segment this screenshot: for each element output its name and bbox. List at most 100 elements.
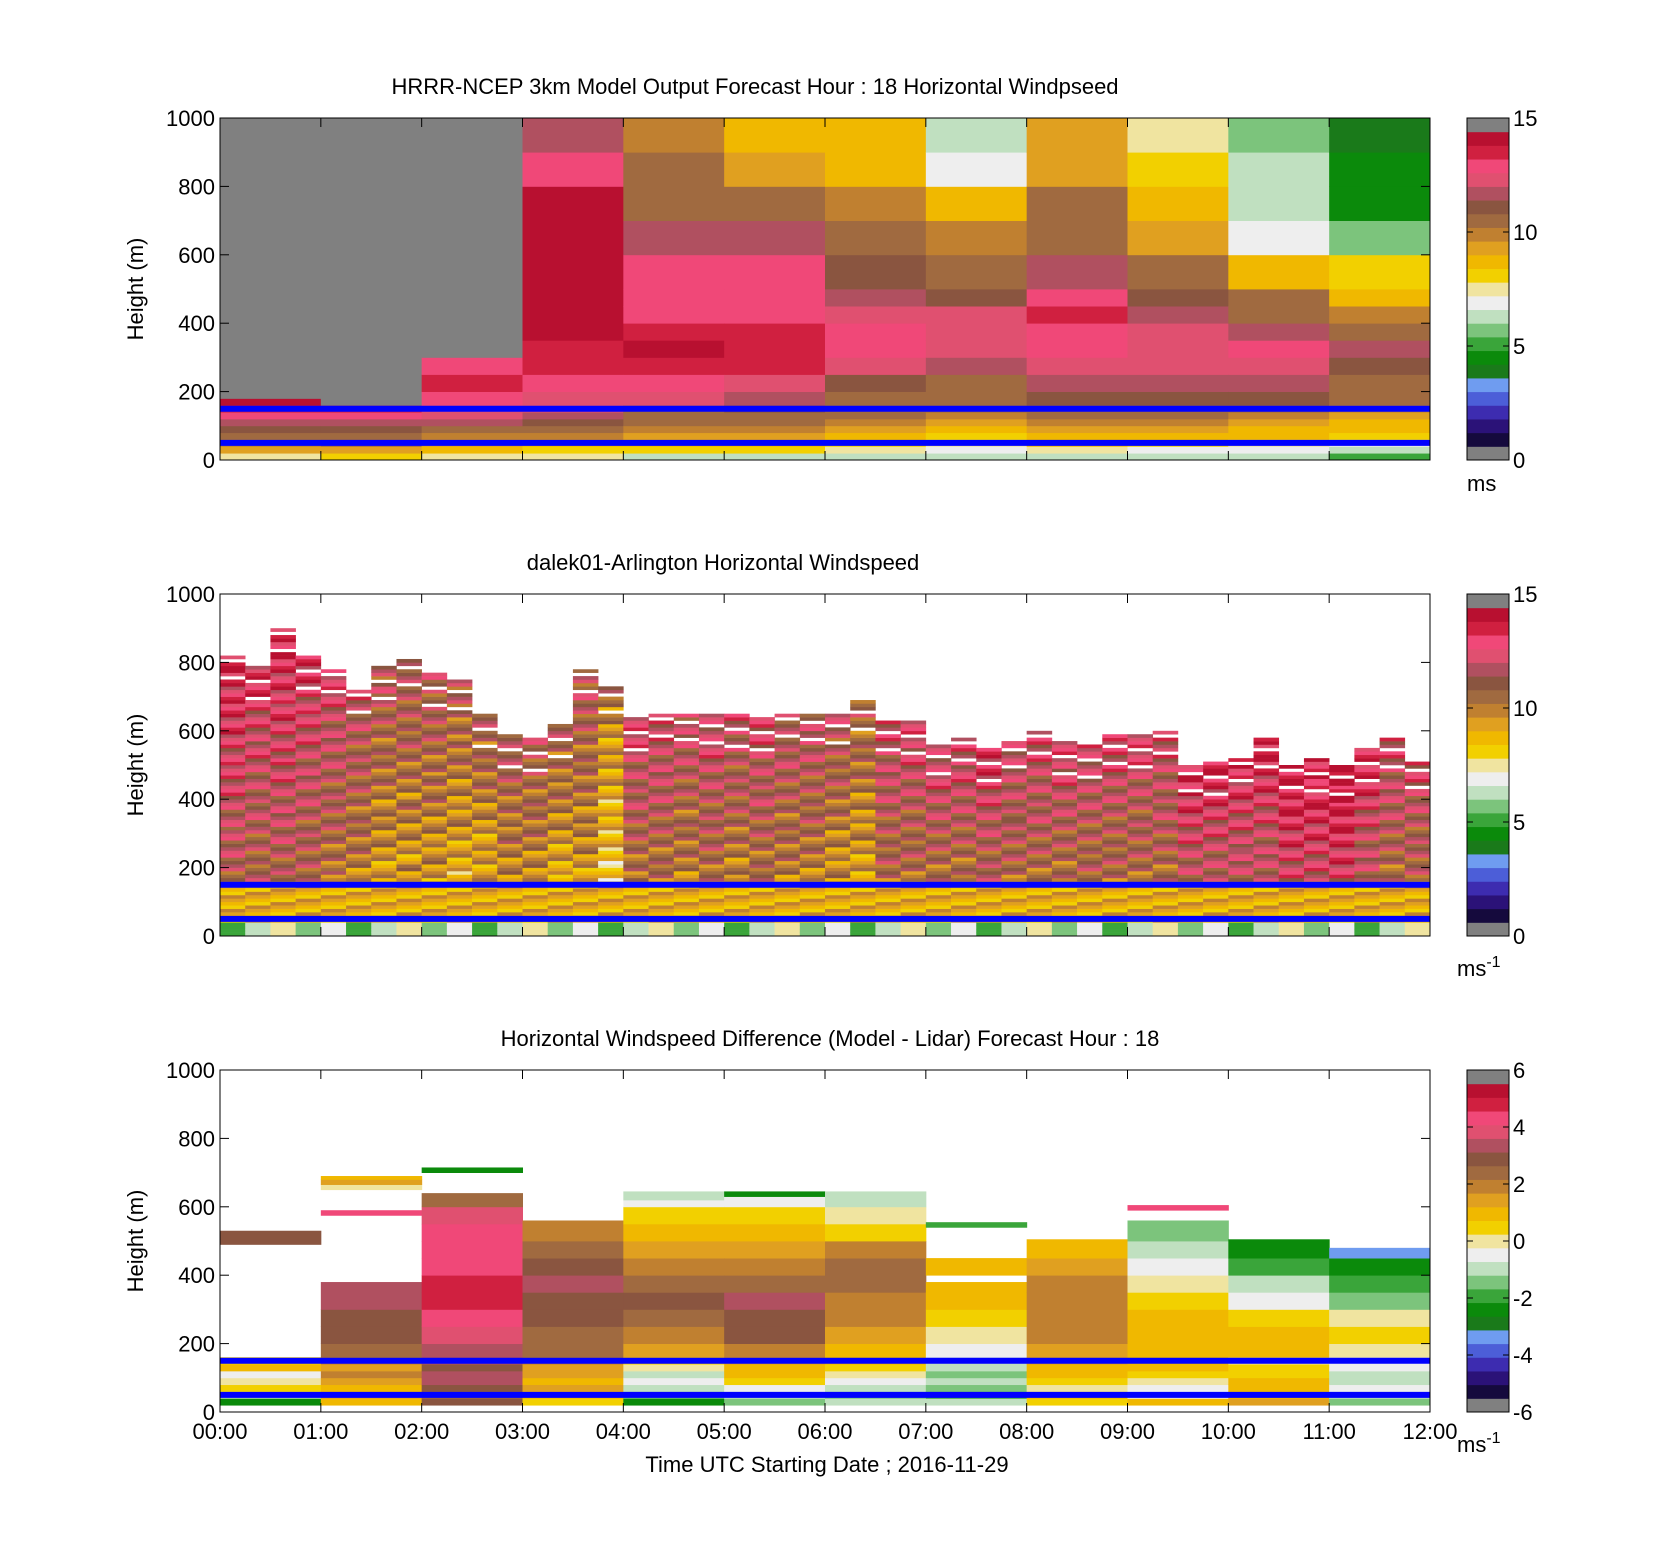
profile-cell [270,836,296,841]
profile-cell [900,840,927,844]
profile-cell [1001,864,1027,868]
profile-cell [270,652,296,656]
profile-cell [1329,768,1355,773]
profile-cell [1177,847,1204,851]
profile-cell [1278,888,1305,892]
profile-cell [1278,799,1305,803]
profile-cell [925,850,952,855]
profile-cell [1102,775,1128,779]
profile-cell [900,747,927,752]
profile-cell [774,901,801,906]
heatmap-cell [724,1343,826,1358]
profile-cell [572,696,599,701]
profile-cell [900,922,927,927]
profile-cell [925,840,952,844]
profile-cell [1102,765,1128,769]
panel-model: HRRR-NCEP 3km Model Output Forecast Hour… [123,74,1537,496]
profile-cell [522,785,549,790]
profile-cell [951,747,977,752]
profile-cell [245,672,271,677]
profile-cell [1051,891,1078,896]
profile-cell [900,737,927,742]
heatmap-cell [1127,1275,1229,1293]
heatmap-cell [220,1364,322,1372]
profile-cell [900,775,927,779]
profile-cell [1253,806,1280,810]
x-tick-label: 01:00 [293,1419,348,1444]
profile-cell [245,840,271,844]
profile-cell [547,768,574,773]
profile-cell [799,850,826,855]
profile-cell [648,761,675,766]
heatmap-cell [1127,1370,1229,1379]
profile-cell [446,867,473,872]
profile-cell [421,806,448,810]
profile-cell [1152,894,1179,899]
profile-cell [220,802,246,807]
profile-cell [825,823,851,827]
profile-cell [850,922,876,927]
profile-cell [673,836,700,841]
profile-cell [1303,853,1330,858]
panel-lidar-x-ticks [219,594,1431,936]
profile-cell [1228,799,1254,803]
profile-cell [925,847,952,851]
profile-cell [875,782,901,786]
profile-cell [446,836,473,841]
profile-cell [598,785,624,790]
profile-cell [270,717,296,721]
profile-cell [1253,782,1280,786]
profile-cell [951,788,977,793]
profile-cell [900,720,927,725]
profile-cell [1329,778,1355,783]
profile-cell [698,929,725,933]
profile-cell [1001,843,1027,848]
profile-cell [698,840,725,844]
profile-cell [648,864,675,868]
profile-cell [648,782,675,786]
heatmap-cell [1329,446,1431,454]
profile-cell [724,802,750,807]
profile-cell [320,717,347,721]
profile-cell [421,850,448,855]
profile-cell [900,761,927,766]
profile-cell [1177,782,1204,786]
profile-cell [598,864,624,868]
x-tick-label: 11:00 [1302,1419,1355,1444]
profile-cell [1303,806,1330,810]
profile-cell [1203,853,1229,858]
profile-cell [547,734,574,738]
profile-cell [371,754,397,759]
profile-cell [598,929,624,933]
profile-cell [220,932,246,937]
profile-cell [900,768,927,773]
profile-cell [220,696,246,701]
heatmap-cell [623,1377,725,1386]
profile-cell [698,751,725,756]
profile-cell [1152,867,1179,872]
profile-cell [1026,792,1053,797]
profile-cell [572,713,599,718]
profile-cell [1329,812,1355,817]
profile-cell [1026,785,1053,790]
profile-cell [698,744,725,749]
profile-cell [1379,864,1406,868]
profile-cell [245,891,271,896]
profile-cell [245,857,271,862]
profile-cell [825,929,851,933]
profile-cell [245,788,271,793]
profile-cell [724,867,750,872]
profile-cell [1253,929,1280,933]
profile-cell [1026,771,1053,776]
profile-cell [951,922,977,927]
profile-cell [900,857,927,862]
profile-cell [698,894,725,899]
profile-cell [825,717,851,721]
profile-cell [1379,871,1406,875]
profile-cell [976,867,1002,872]
heatmap-cell [825,357,927,375]
profile-cell [1253,823,1280,827]
profile-cell [1177,929,1204,933]
profile-cell [976,775,1002,779]
heatmap-cell [724,453,826,461]
